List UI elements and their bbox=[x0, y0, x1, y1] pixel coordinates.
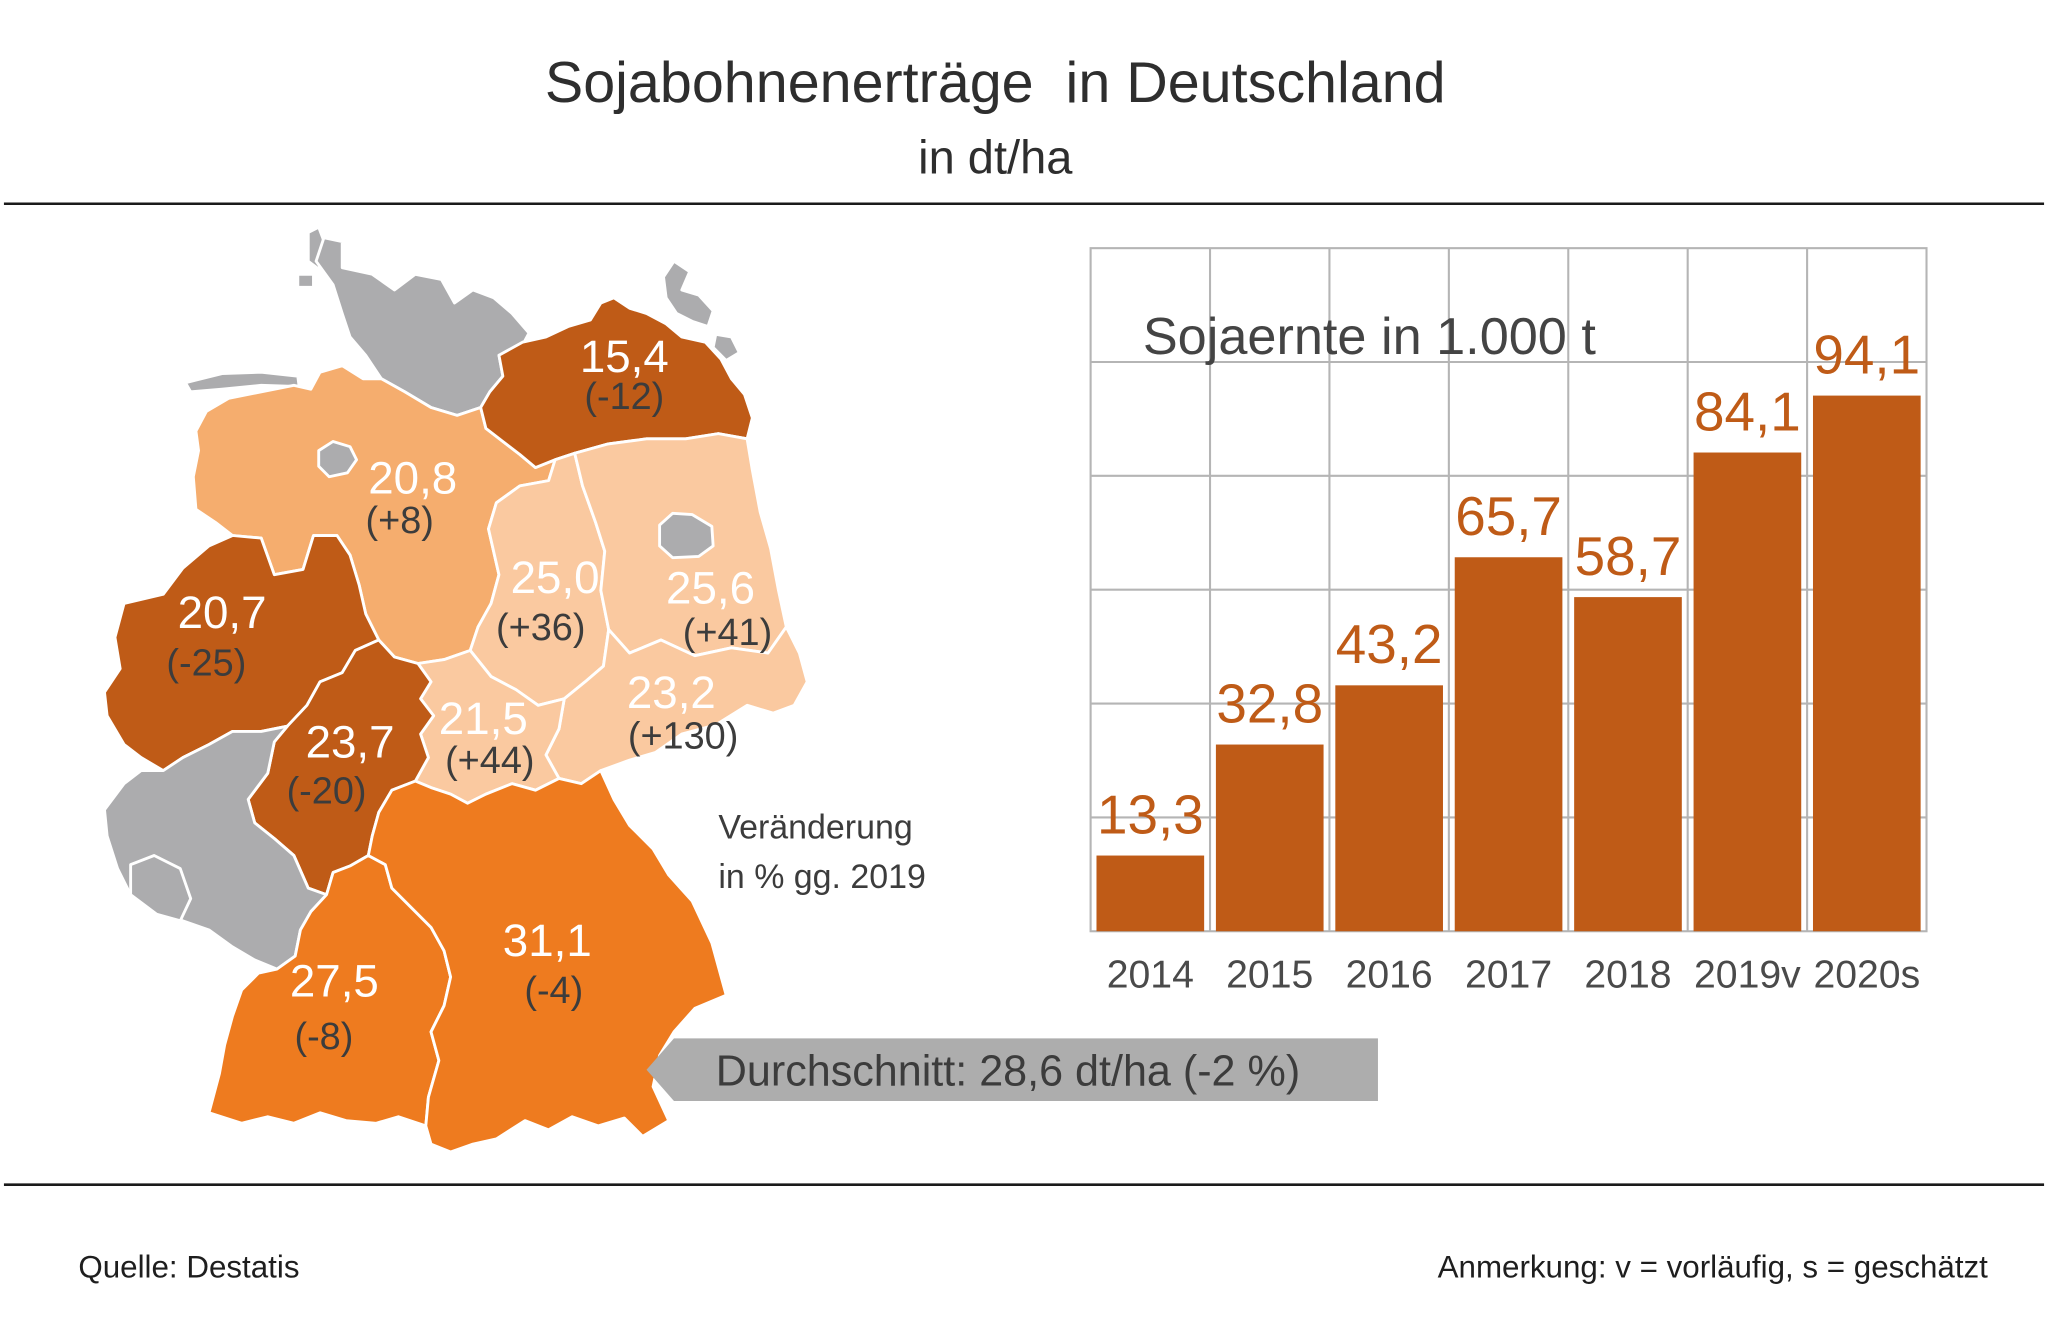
map-change-label: (-8) bbox=[294, 1016, 353, 1058]
island-ruegen bbox=[662, 259, 715, 328]
map-change-label: (-20) bbox=[287, 770, 367, 812]
bar-value-label: 32,8 bbox=[1216, 672, 1323, 734]
bar bbox=[1693, 452, 1802, 932]
bar-chart: Sojaernte in 1.000 t 13,3 2014 32,8 2015 43,… bbox=[1089, 247, 1928, 996]
page-title: Sojabohnenerträge in Deutschland bbox=[545, 51, 1446, 115]
category-label: 2016 bbox=[1346, 953, 1433, 996]
change-note-line-2: in % gg. 2019 bbox=[718, 858, 926, 896]
average-banner-shape bbox=[646, 1038, 1378, 1102]
bar-value-label: 43,2 bbox=[1336, 613, 1443, 675]
page-subtitle: in dt/ha bbox=[918, 131, 1073, 184]
bar bbox=[1574, 597, 1682, 932]
map-change-label: (+41) bbox=[683, 612, 772, 654]
map-value-label: 25,6 bbox=[666, 562, 755, 613]
bar-value-label: 94,1 bbox=[1813, 323, 1920, 385]
chart-marks: 13,3 2014 32,8 2015 43,2 2016 65,7 2017 58,7 2018… bbox=[1096, 323, 1921, 996]
map-change-label: (-4) bbox=[524, 970, 583, 1012]
bar-value-label: 13,3 bbox=[1097, 783, 1204, 845]
state-saarland bbox=[129, 854, 193, 923]
map-change-label: (-25) bbox=[166, 642, 246, 684]
bar bbox=[1335, 685, 1443, 932]
map-value-label: 20,8 bbox=[368, 453, 457, 504]
map-value-label: 21,5 bbox=[439, 693, 528, 744]
map-value-label: 27,5 bbox=[290, 956, 379, 1007]
map-value-label: 20,7 bbox=[178, 587, 267, 638]
bar bbox=[1215, 744, 1324, 932]
map-value-label: 25,0 bbox=[511, 552, 600, 603]
change-note-line-1: Veränderung bbox=[718, 809, 912, 847]
map-change-label: (-12) bbox=[584, 376, 664, 418]
bar-value-label: 65,7 bbox=[1455, 485, 1562, 547]
germany-map: 15,4 (-12) 20,8 (+8) 20,7 (-25) 25,0 (+3… bbox=[103, 225, 809, 1154]
state-bremen bbox=[317, 440, 359, 479]
category-label: 2017 bbox=[1465, 953, 1552, 996]
footnote-text: Anmerkung: v = vorläufig, s = geschätzt bbox=[1438, 1249, 1989, 1284]
bar bbox=[1096, 855, 1205, 932]
map-change-label: (+36) bbox=[496, 607, 585, 649]
island-north-frisian-2 bbox=[296, 272, 315, 289]
map-value-label: 15,4 bbox=[580, 331, 669, 382]
map-change-label: (+8) bbox=[365, 500, 433, 542]
map-change-label: (+130) bbox=[628, 715, 739, 757]
chart-title: Sojaernte in 1.000 t bbox=[1143, 308, 1597, 366]
category-label: 2020s bbox=[1813, 953, 1920, 996]
state-berlin bbox=[658, 511, 715, 560]
category-label: 2015 bbox=[1226, 953, 1313, 996]
bar bbox=[1812, 395, 1921, 932]
island-usedom bbox=[711, 332, 741, 362]
category-label: 2018 bbox=[1584, 953, 1671, 996]
bar-value-label: 58,7 bbox=[1575, 525, 1682, 587]
source-text: Quelle: Destatis bbox=[78, 1249, 299, 1284]
map-value-label: 31,1 bbox=[503, 915, 592, 966]
bar-value-label: 84,1 bbox=[1694, 380, 1801, 442]
map-value-label: 23,2 bbox=[627, 667, 716, 718]
map-change-label: (+44) bbox=[445, 740, 534, 782]
average-text: Durchschnitt: 28,6 dt/ha (-2 %) bbox=[716, 1047, 1300, 1095]
map-value-label: 23,7 bbox=[306, 717, 395, 768]
category-label: 2019v bbox=[1694, 953, 1801, 996]
category-label: 2014 bbox=[1107, 953, 1194, 996]
bar bbox=[1454, 557, 1563, 932]
average-banner: Durchschnitt: 28,6 dt/ha (-2 %) bbox=[646, 1038, 1378, 1102]
